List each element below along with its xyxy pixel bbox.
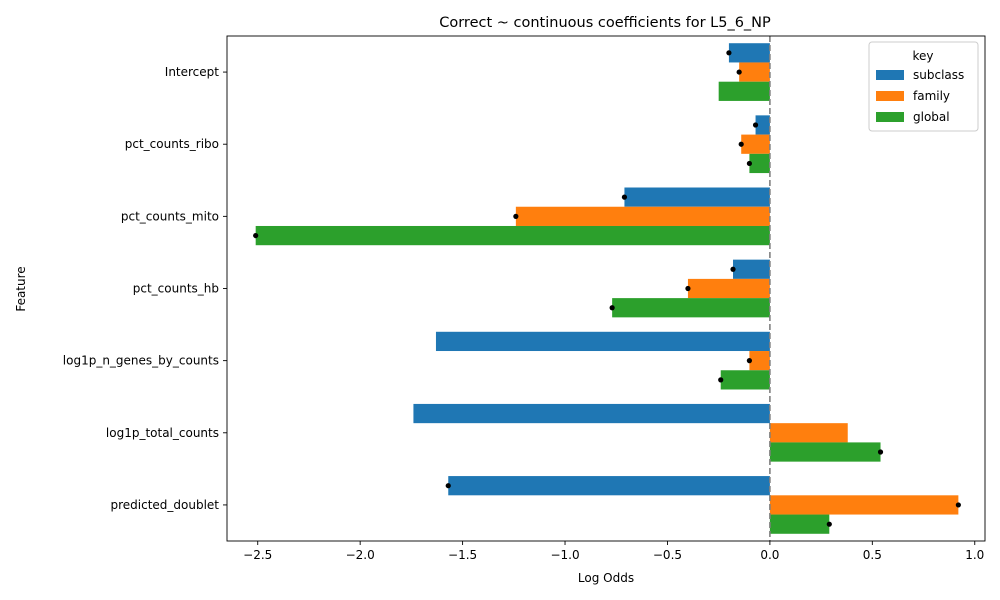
point-family-pct_counts_mito [513, 213, 519, 219]
y-axis-label: Feature [14, 266, 28, 311]
point-family-pct_counts_ribo [738, 141, 744, 147]
bar-family-Intercept [739, 62, 770, 82]
x-tick-label: −1.0 [550, 548, 579, 562]
bar-family-pct_counts_hb [687, 278, 770, 299]
point-subclass-pct_counts_hb [730, 266, 736, 272]
y-tick-label: pct_counts_hb [133, 282, 219, 296]
bar-family-log1p_n_genes_by_counts [749, 351, 770, 371]
bar-subclass-Intercept [728, 43, 770, 63]
point-subclass-predicted_doublet [445, 483, 451, 489]
legend-title: key [912, 49, 933, 63]
x-tick-label: −0.5 [653, 548, 682, 562]
bar-subclass-pct_counts_mito [624, 187, 770, 207]
point-global-pct_counts_mito [253, 232, 259, 239]
bars-layer [255, 43, 959, 534]
point-global-predicted_doublet [826, 521, 832, 527]
legend-frame [868, 41, 979, 132]
legend-items: subclass family global [876, 68, 964, 124]
bar-subclass-pct_counts_hb [733, 259, 770, 279]
x-tick-label: 0.0 [760, 548, 779, 562]
legend: key subclass family global [868, 41, 979, 132]
legend-swatch-global [876, 112, 904, 122]
legend-swatch-subclass [876, 70, 904, 80]
y-axis: Intercept pct_counts_ribo pct_counts_mitop… [63, 65, 227, 512]
point-family-Intercept [736, 69, 742, 75]
point-family-log1p_n_genes_by_counts [746, 358, 753, 364]
bar-subclass-log1p_n_genes_by_counts [435, 331, 770, 352]
point-global-log1p_n_genes_by_counts [718, 377, 724, 383]
y-tick-label: pct_counts_ribo [125, 137, 219, 151]
bar-subclass-pct_counts_ribo [755, 115, 770, 135]
y-tick-label: pct_counts_mito [121, 209, 219, 223]
bar-global-log1p_n_genes_by_counts [720, 370, 770, 390]
y-tick-label: predicted_doublet [110, 498, 219, 512]
bar-subclass-log1p_total_counts [413, 403, 770, 424]
point-global-pct_counts_hb [609, 305, 615, 311]
bar-global-pct_counts_ribo [749, 153, 770, 174]
markers-layer [253, 50, 961, 527]
legend-label-family: family [913, 89, 950, 103]
bar-family-predicted_doublet [769, 495, 959, 515]
x-axis: −2.5 −2.0 −1.5 −1.0 −0.5 0.0 0.5 1.0 [243, 541, 984, 562]
bar-subclass-predicted_doublet [448, 476, 770, 496]
point-subclass-Intercept [726, 50, 732, 56]
y-tick-label: log1p_total_counts [106, 426, 219, 440]
x-tick-label: −2.5 [243, 548, 272, 562]
bar-global-pct_counts_hb [612, 298, 770, 318]
x-tick-label: 1.0 [965, 548, 984, 562]
bar-global-pct_counts_mito [255, 225, 770, 246]
point-family-predicted_doublet [955, 502, 961, 508]
bar-family-log1p_total_counts [769, 423, 848, 443]
y-tick-label: Intercept [165, 65, 220, 79]
bar-global-predicted_doublet [769, 514, 830, 534]
x-tick-label: 0.5 [863, 548, 882, 562]
legend-swatch-family [876, 91, 904, 101]
chart-title: Correct ~ continuous coefficients for L5… [439, 15, 771, 31]
bar-family-pct_counts_ribo [741, 134, 770, 154]
point-global-log1p_total_counts [877, 449, 884, 455]
bar-global-Intercept [718, 81, 770, 101]
point-subclass-pct_counts_ribo [752, 122, 759, 128]
point-global-pct_counts_ribo [746, 160, 753, 167]
x-tick-label: −2.0 [346, 548, 375, 562]
bar-global-log1p_total_counts [769, 442, 881, 462]
x-axis-label: Log Odds [578, 571, 634, 585]
bar-family-pct_counts_mito [515, 206, 770, 226]
point-subclass-pct_counts_mito [621, 194, 628, 200]
legend-label-global: global [913, 110, 950, 124]
x-tick-label: −1.5 [448, 548, 477, 562]
point-family-pct_counts_hb [685, 285, 691, 292]
y-tick-label: log1p_n_genes_by_counts [63, 354, 219, 368]
legend-label-subclass: subclass [913, 68, 964, 82]
